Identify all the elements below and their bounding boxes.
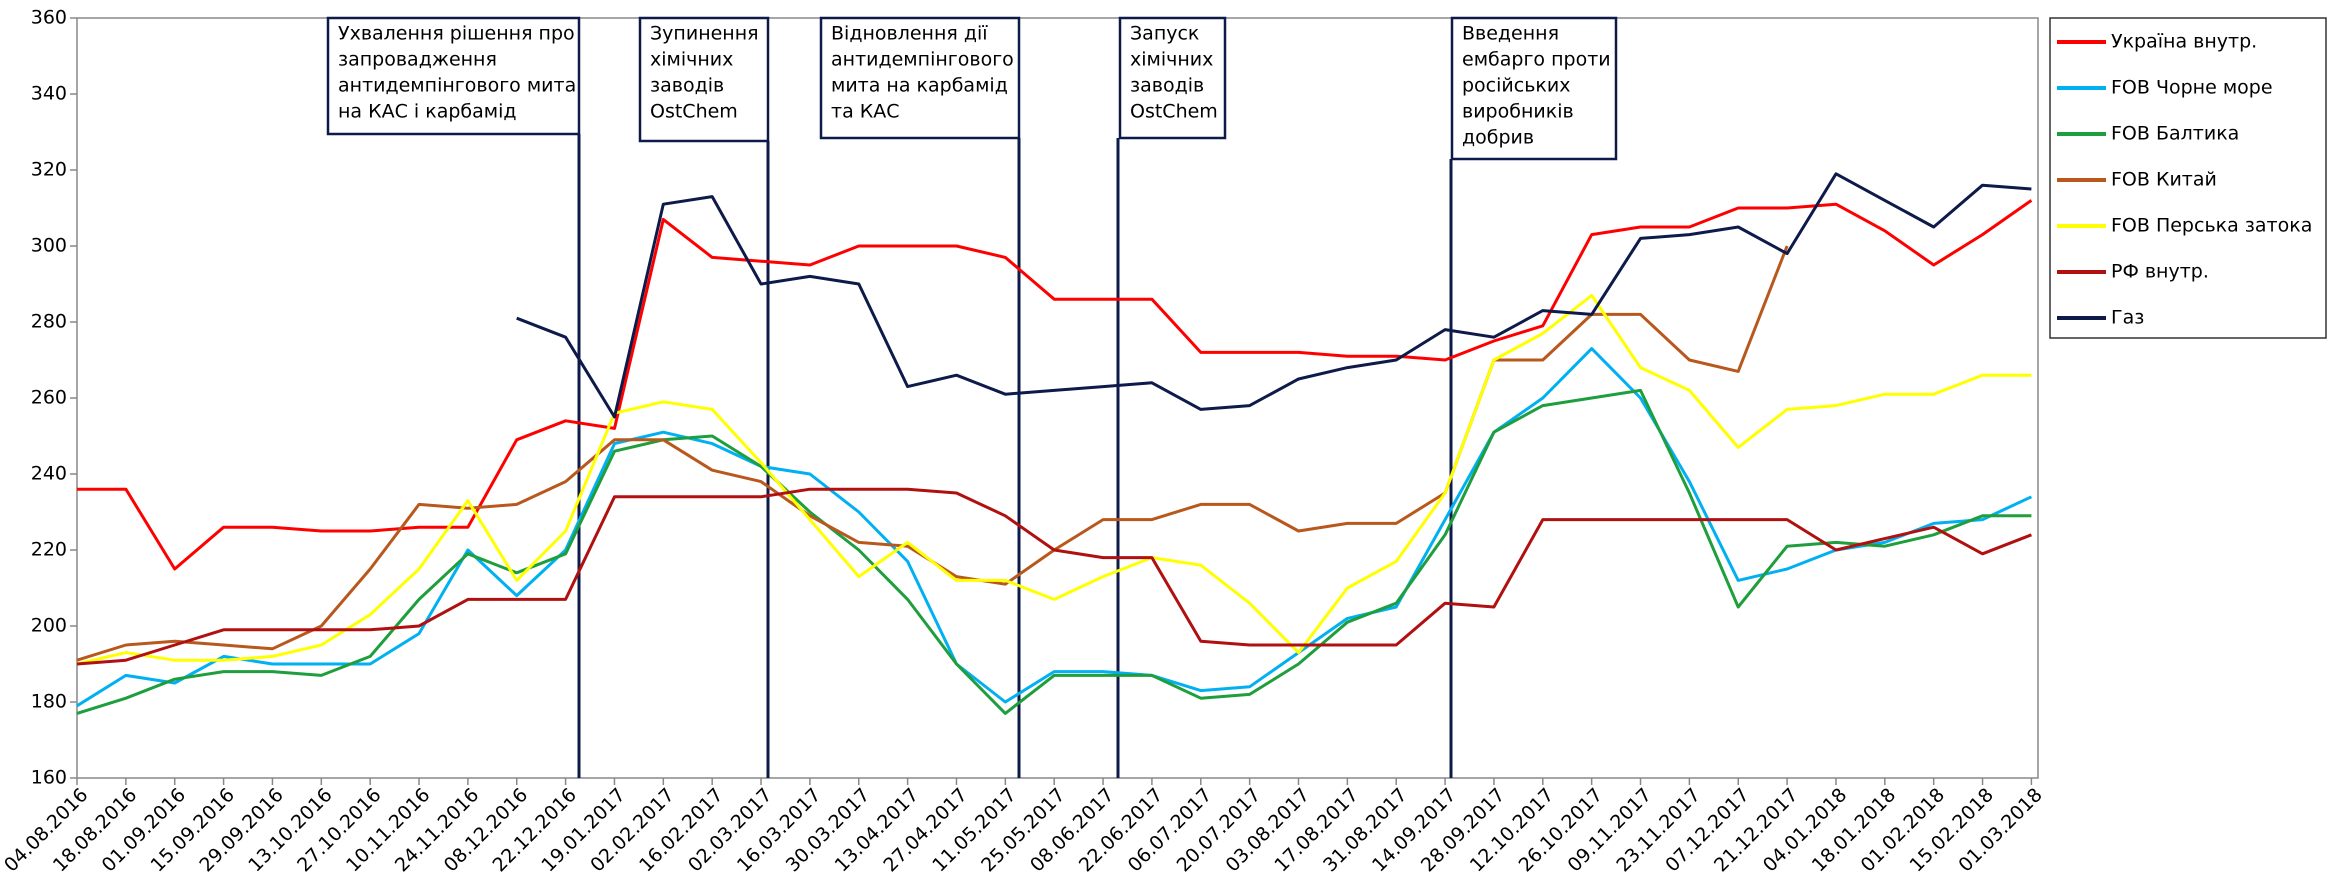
annotation-text: на КАС і карбамід	[338, 101, 517, 123]
annotation-box	[326, 16, 581, 136]
y-tick-label: 220	[31, 539, 67, 561]
legend-label: FOB Балтика	[2111, 123, 2239, 145]
annotation-text: OstChem	[650, 101, 738, 123]
legend-label: Газ	[2111, 307, 2144, 329]
legend-label: FOB Чорне море	[2111, 77, 2273, 99]
annotation-text: заводів	[1130, 75, 1204, 97]
y-tick-label: 320	[31, 159, 67, 181]
annotation-text: Введення	[1462, 23, 1559, 45]
annotation-box	[1118, 16, 1227, 140]
series-line	[76, 293, 2032, 666]
annotation-text: добрив	[1462, 127, 1534, 149]
annotation-text: OstChem	[1130, 101, 1218, 123]
annotation-box	[819, 16, 1021, 140]
legend-label: FOB Перська затока	[2111, 215, 2312, 237]
series-line	[76, 347, 2033, 708]
annotation-text: антидемпінгового	[831, 49, 1014, 71]
y-tick-label: 180	[31, 691, 67, 713]
y-tick-label: 160	[31, 767, 67, 789]
series-line	[76, 245, 1789, 662]
annotation-text: мита на карбамід	[831, 75, 1008, 97]
annotation-box	[1450, 16, 1618, 161]
y-tick-label: 200	[31, 615, 67, 637]
annotation-text: запровадження	[338, 49, 497, 71]
y-tick-label: 340	[31, 83, 67, 105]
annotation-text: антидемпінгового мита	[338, 75, 576, 97]
annotation-text: та КАС	[831, 101, 900, 123]
annotation-text: виробників	[1462, 101, 1574, 123]
y-tick-label: 240	[31, 463, 67, 485]
annotation-text: Відновлення дії	[831, 23, 988, 45]
legend-label: Україна внутр.	[2111, 31, 2257, 53]
annotation-text: заводів	[650, 75, 724, 97]
y-tick-label: 260	[31, 387, 67, 409]
series-line	[76, 388, 2032, 715]
annotation-text: хімічних	[1130, 49, 1213, 71]
y-tick-label: 280	[31, 311, 67, 333]
legend-label: FOB Китай	[2111, 169, 2217, 191]
y-tick-label: 360	[31, 7, 67, 29]
annotation-text: Запуск	[1130, 23, 1199, 45]
y-tick-label: 300	[31, 235, 67, 257]
annotation-text: російських	[1462, 75, 1570, 97]
series-line	[516, 172, 2032, 419]
annotation-text: Ухвалення рішення про	[338, 23, 575, 45]
series-line	[77, 199, 2033, 571]
annotation-text: Зупинення	[650, 23, 759, 45]
annotation-text: хімічних	[650, 49, 733, 71]
series-line	[76, 487, 2032, 666]
annotation-text: ембарго проти	[1462, 49, 1611, 71]
annotation-box	[638, 16, 770, 143]
legend-label: РФ внутр.	[2111, 261, 2209, 283]
legend: Україна внутр. FOB Чорне море FOB Балтика F…	[2049, 17, 2327, 339]
